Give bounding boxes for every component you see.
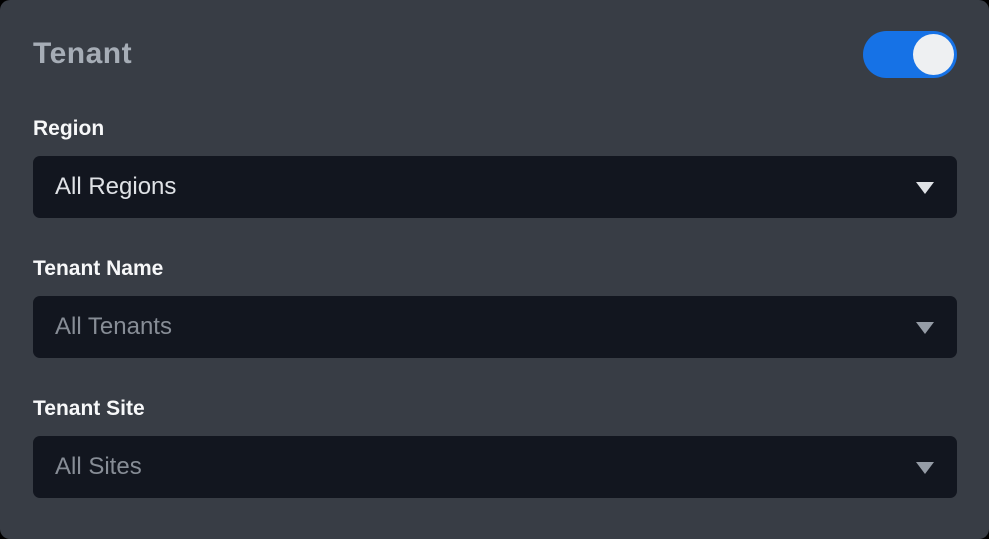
chevron-down-icon: [916, 182, 934, 194]
field-tenant-name: Tenant Name All Tenants: [33, 256, 957, 358]
tenant-site-select-value: All Sites: [55, 453, 142, 480]
region-select[interactable]: All Regions: [33, 156, 957, 218]
panel-header: Tenant: [33, 30, 957, 78]
chevron-down-icon: [916, 462, 934, 474]
tenant-name-select[interactable]: All Tenants: [33, 296, 957, 358]
tenant-name-select-value: All Tenants: [55, 313, 172, 340]
tenant-name-label: Tenant Name: [33, 257, 164, 280]
panel-title: Tenant: [33, 37, 133, 70]
tenant-toggle[interactable]: [863, 30, 957, 78]
field-tenant-site: Tenant Site All Sites: [33, 396, 957, 498]
tenant-site-label: Tenant Site: [33, 397, 145, 420]
chevron-down-icon: [916, 322, 934, 334]
field-region: Region All Regions: [33, 116, 957, 218]
toggle-knob-icon: [913, 33, 954, 75]
region-label: Region: [33, 117, 105, 140]
tenant-site-select[interactable]: All Sites: [33, 436, 957, 498]
region-select-value: All Regions: [55, 173, 177, 200]
